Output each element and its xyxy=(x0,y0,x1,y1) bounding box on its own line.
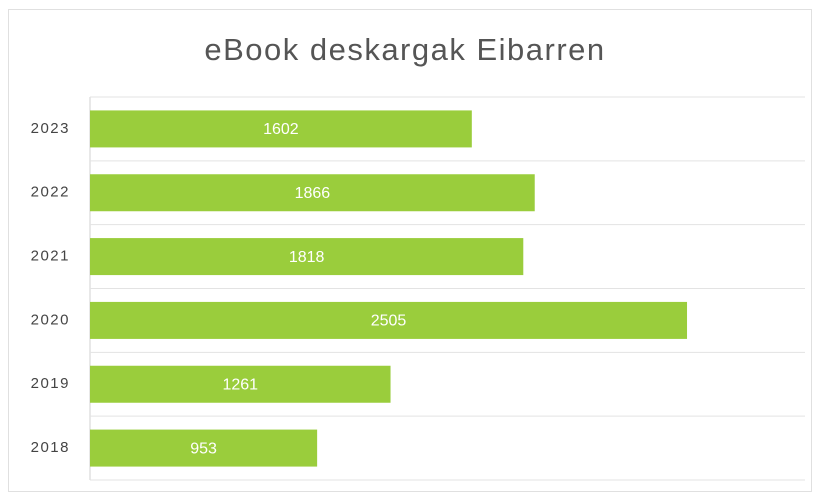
data-label: 1261 xyxy=(222,376,258,393)
y-tick-label: 2020 xyxy=(31,311,70,328)
bar xyxy=(90,174,535,212)
data-label: 1866 xyxy=(295,185,331,202)
y-tick-label: 2023 xyxy=(31,120,70,137)
bar xyxy=(90,429,318,467)
y-tick-label: 2022 xyxy=(31,184,70,201)
bar xyxy=(90,301,688,339)
chart-title: eBook deskargak Eibarren xyxy=(204,32,605,67)
y-tick-label: 2018 xyxy=(31,439,70,456)
data-label: 1818 xyxy=(289,249,325,266)
data-label: 1602 xyxy=(263,121,299,138)
bar xyxy=(90,238,524,276)
bar xyxy=(90,365,391,403)
y-tick-label: 2021 xyxy=(31,248,70,265)
y-tick-label: 2019 xyxy=(31,375,70,392)
data-label: 953 xyxy=(190,440,217,457)
data-label: 2505 xyxy=(371,313,407,330)
bar xyxy=(90,110,472,148)
